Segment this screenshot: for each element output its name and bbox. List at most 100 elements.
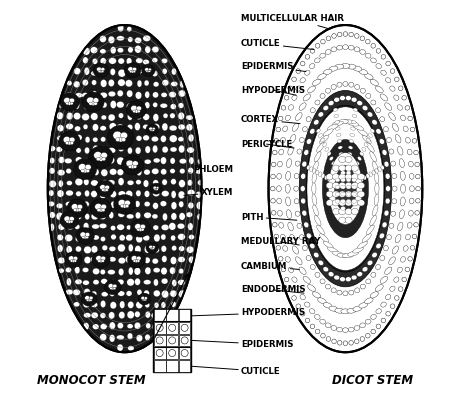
- Ellipse shape: [162, 256, 167, 262]
- Ellipse shape: [409, 198, 414, 204]
- Ellipse shape: [101, 159, 107, 164]
- Ellipse shape: [337, 253, 348, 258]
- Ellipse shape: [153, 129, 155, 131]
- Ellipse shape: [380, 256, 385, 260]
- Ellipse shape: [100, 301, 106, 308]
- Ellipse shape: [409, 173, 414, 179]
- Ellipse shape: [66, 123, 73, 129]
- Ellipse shape: [365, 53, 371, 58]
- Ellipse shape: [310, 243, 315, 249]
- Ellipse shape: [75, 236, 82, 242]
- Ellipse shape: [156, 189, 158, 190]
- Ellipse shape: [76, 135, 82, 141]
- Ellipse shape: [101, 189, 104, 191]
- Ellipse shape: [152, 214, 158, 219]
- Ellipse shape: [178, 191, 185, 198]
- Ellipse shape: [390, 304, 395, 308]
- Ellipse shape: [376, 129, 381, 134]
- Ellipse shape: [326, 88, 330, 93]
- Ellipse shape: [144, 69, 150, 75]
- Ellipse shape: [92, 58, 98, 64]
- Ellipse shape: [335, 166, 356, 212]
- Ellipse shape: [307, 107, 384, 270]
- Ellipse shape: [141, 297, 145, 300]
- Ellipse shape: [117, 279, 124, 285]
- Ellipse shape: [187, 189, 195, 196]
- Ellipse shape: [336, 127, 340, 130]
- Ellipse shape: [332, 121, 343, 126]
- Ellipse shape: [82, 93, 89, 98]
- Ellipse shape: [278, 256, 283, 261]
- Ellipse shape: [98, 260, 100, 262]
- Ellipse shape: [162, 68, 167, 74]
- Ellipse shape: [171, 213, 177, 220]
- Ellipse shape: [66, 102, 69, 105]
- Ellipse shape: [75, 213, 82, 220]
- Ellipse shape: [295, 257, 302, 265]
- Ellipse shape: [359, 69, 368, 75]
- Ellipse shape: [288, 105, 293, 110]
- Ellipse shape: [153, 92, 158, 98]
- Ellipse shape: [57, 170, 65, 176]
- Ellipse shape: [56, 212, 63, 220]
- Ellipse shape: [370, 79, 378, 85]
- Ellipse shape: [325, 50, 331, 54]
- Ellipse shape: [101, 115, 107, 120]
- Ellipse shape: [288, 146, 293, 155]
- Text: CUTICLE: CUTICLE: [191, 366, 281, 376]
- Ellipse shape: [295, 211, 300, 216]
- Ellipse shape: [137, 80, 142, 87]
- Ellipse shape: [150, 248, 152, 249]
- Ellipse shape: [64, 216, 70, 222]
- Ellipse shape: [119, 235, 125, 241]
- Ellipse shape: [66, 220, 69, 223]
- Ellipse shape: [328, 272, 334, 277]
- Ellipse shape: [151, 312, 158, 318]
- Ellipse shape: [83, 103, 89, 110]
- Ellipse shape: [101, 67, 105, 71]
- Ellipse shape: [152, 258, 158, 264]
- Ellipse shape: [85, 164, 91, 170]
- Ellipse shape: [360, 152, 364, 156]
- Ellipse shape: [156, 337, 163, 344]
- Ellipse shape: [113, 131, 122, 140]
- Ellipse shape: [109, 58, 117, 64]
- Ellipse shape: [170, 104, 176, 110]
- Ellipse shape: [368, 133, 373, 137]
- Ellipse shape: [398, 86, 403, 91]
- Ellipse shape: [386, 311, 391, 316]
- Ellipse shape: [92, 235, 99, 240]
- Ellipse shape: [179, 158, 186, 164]
- Ellipse shape: [118, 258, 126, 264]
- Ellipse shape: [100, 49, 106, 54]
- Ellipse shape: [326, 200, 333, 206]
- Ellipse shape: [278, 116, 283, 121]
- Ellipse shape: [152, 246, 155, 248]
- Ellipse shape: [89, 296, 93, 300]
- Ellipse shape: [152, 58, 158, 63]
- Ellipse shape: [365, 319, 371, 324]
- Ellipse shape: [288, 287, 292, 291]
- Ellipse shape: [300, 137, 304, 143]
- Bar: [179, 309, 191, 321]
- Ellipse shape: [134, 268, 141, 275]
- Ellipse shape: [57, 245, 63, 252]
- Ellipse shape: [92, 124, 99, 131]
- Ellipse shape: [405, 234, 410, 240]
- Text: HYPODERMIS: HYPODERMIS: [191, 308, 305, 317]
- Ellipse shape: [351, 173, 358, 180]
- Ellipse shape: [126, 158, 132, 162]
- Ellipse shape: [58, 102, 64, 108]
- Ellipse shape: [335, 64, 344, 69]
- Ellipse shape: [306, 139, 311, 144]
- Ellipse shape: [141, 228, 144, 231]
- Ellipse shape: [389, 257, 395, 265]
- Ellipse shape: [400, 172, 405, 180]
- Ellipse shape: [323, 129, 333, 136]
- Ellipse shape: [360, 323, 365, 328]
- Ellipse shape: [325, 147, 329, 151]
- Ellipse shape: [101, 68, 107, 75]
- Ellipse shape: [345, 165, 352, 171]
- Ellipse shape: [392, 198, 397, 204]
- Ellipse shape: [319, 172, 322, 177]
